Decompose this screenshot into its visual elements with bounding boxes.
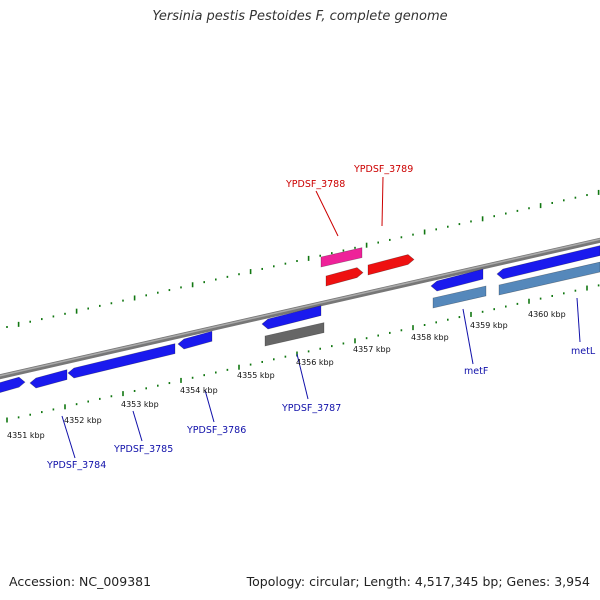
gene-label-metL: metL: [571, 346, 596, 357]
gene-features: [0, 245, 600, 393]
gene-arrow-metL-steel: [498, 261, 600, 296]
topology-text: Topology: circular; Length: 4,517,345 bp…: [246, 574, 590, 589]
callout-line-3784: [61, 415, 76, 459]
gene-label-YPDSF_3789: YPDSF_3789: [353, 164, 413, 175]
gene-arrow-YPDSF_3785: [67, 343, 176, 379]
callout-line-3789: [381, 176, 384, 227]
callout-line-3786: [204, 389, 215, 423]
tick-labels: 4351 kbp 4352 kbp 4353 kbp 4354 kbp 4355…: [7, 310, 566, 440]
gene-label-YPDSF_3786: YPDSF_3786: [186, 425, 246, 436]
gene-arrow-YPDSF_3789: [367, 254, 415, 276]
callout-line-metL: [576, 297, 581, 343]
inner-tick-ring: [6, 284, 600, 423]
tick-label-4353: 4353 kbp: [121, 400, 159, 409]
tick-label-4359: 4359 kbp: [470, 321, 508, 330]
callout-line-3787: [296, 353, 309, 400]
tick-label-4354: 4354 kbp: [180, 386, 218, 395]
gene-label-YPDSF_3788: YPDSF_3788: [285, 179, 345, 190]
gene-arrow-left-edge: [0, 376, 26, 393]
tick-label-4355: 4355 kbp: [237, 371, 275, 380]
callout-line-3788: [315, 190, 339, 237]
backbone: [0, 237, 600, 380]
gene-label-metF: metF: [464, 366, 488, 377]
gene-label-YPDSF_3785: YPDSF_3785: [113, 444, 173, 455]
outer-tick-ring: [6, 189, 600, 328]
tick-label-4352: 4352 kbp: [64, 416, 102, 425]
tick-label-4357: 4357 kbp: [353, 345, 391, 354]
tick-label-4358: 4358 kbp: [411, 333, 449, 342]
gene-labels: YPDSF_3784 YPDSF_3785 YPDSF_3786 YPDSF_3…: [46, 164, 596, 471]
gene-label-YPDSF_3784: YPDSF_3784: [46, 460, 106, 471]
tick-label-4356: 4356 kbp: [296, 358, 334, 367]
gene-arrow-gray: [264, 322, 325, 347]
tick-label-4351: 4351 kbp: [7, 431, 45, 440]
gene-arrow-YPDSF_3784: [29, 369, 68, 389]
callout-line-metF: [462, 308, 474, 365]
gene-arrow-YPDSF_3786: [177, 330, 213, 350]
gene-arrow-metF-steel: [432, 285, 487, 309]
gene-arrow-metF: [430, 268, 484, 292]
accession-text: Accession: NC_009381: [9, 574, 152, 589]
gene-label-YPDSF_3787: YPDSF_3787: [281, 403, 341, 414]
tick-label-4360: 4360 kbp: [528, 310, 566, 319]
callout-line-3785: [132, 410, 143, 442]
gene-arrow-YPDSF_3788-pink: [320, 247, 363, 268]
gene-arrow-metL: [496, 245, 600, 280]
gene-arrow-YPDSF_3787: [261, 305, 322, 330]
gene-arrow-YPDSF_3788: [325, 267, 364, 287]
genome-title: Yersinia pestis Pestoides F, complete ge…: [152, 9, 448, 24]
